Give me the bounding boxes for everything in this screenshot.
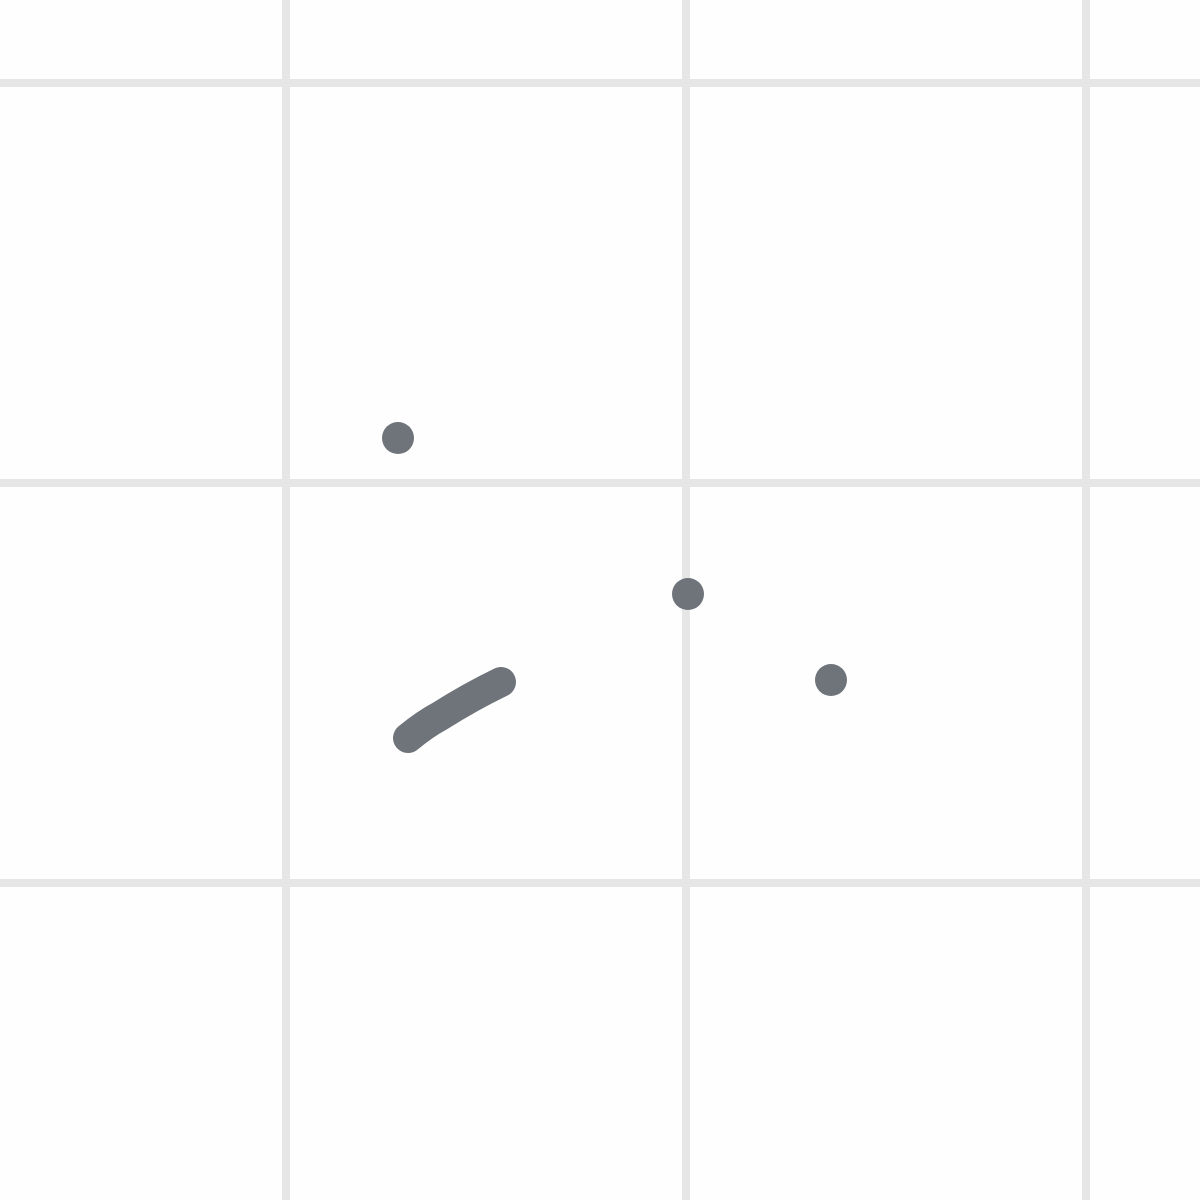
ink-dot [815,664,847,696]
ink-stroke [393,667,516,753]
ink-dot [382,422,414,454]
ink-dot [672,578,704,610]
drawn-marks [382,422,847,753]
